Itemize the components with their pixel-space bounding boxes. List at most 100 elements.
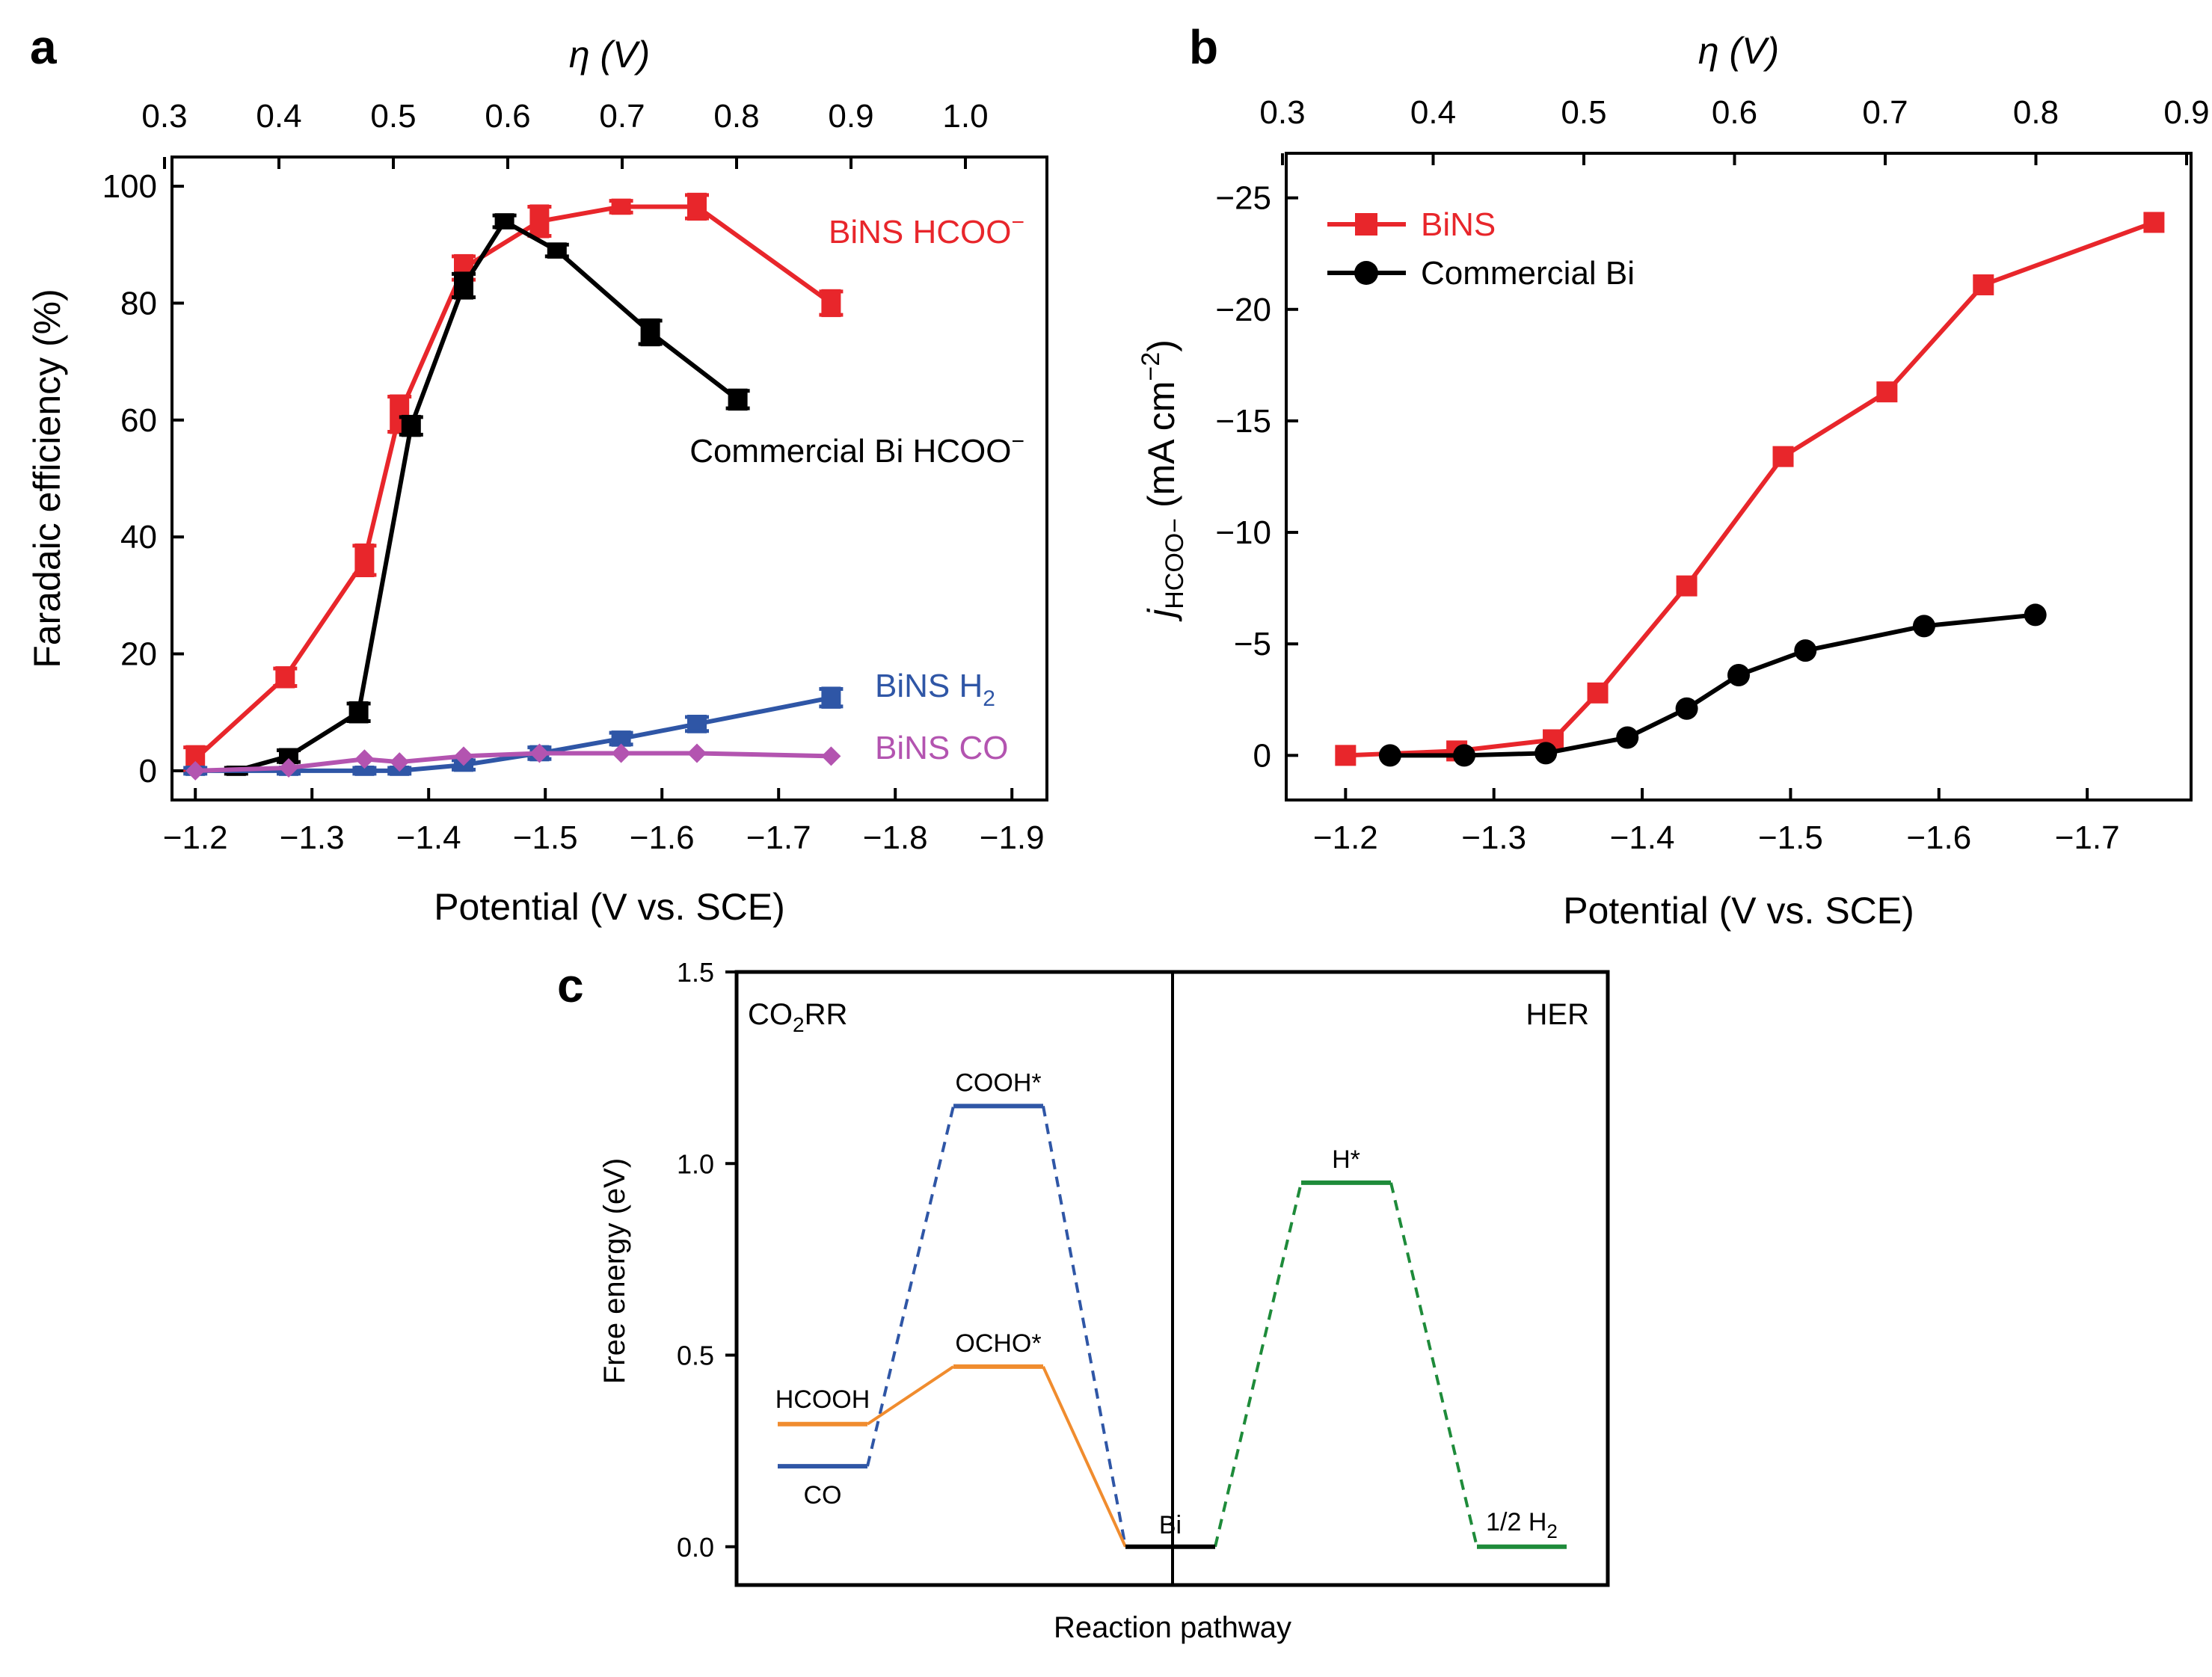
x-tick-label-a: −1.7 [746, 819, 811, 856]
data-point-commercial-bi [2024, 603, 2047, 627]
level-label-ocho: OCHO* [955, 1329, 1041, 1358]
x-tick-label-b: −1.5 [1758, 819, 1823, 856]
data-point-bins [1772, 446, 1794, 467]
legend-label-bins: BiNS [1421, 206, 1496, 243]
series-line-commercial-bi [1389, 612, 2036, 758]
x-tick-label-a: −1.6 [630, 819, 695, 856]
x-tick-label-a: −1.4 [396, 819, 461, 856]
data-point-bins [1587, 682, 1609, 704]
panel-label-b: b [1189, 20, 1218, 74]
panel-label-a: a [30, 20, 57, 74]
y-axis-ticks-a: 0 20 40 60 80 100 [102, 168, 184, 790]
y-axis-label-c: Free energy (eV) [598, 1158, 631, 1384]
series-group-b [1335, 212, 2165, 767]
y-label-b-sup: −2 [1137, 352, 1165, 381]
pathway-ocho-to-bi [1042, 1366, 1127, 1548]
level-label-text-hcooh: HCOOH [775, 1385, 870, 1414]
data-point-commercial-bi [1616, 726, 1639, 749]
level-label-cooh: COOH* [955, 1068, 1041, 1097]
x-tick-label-a: −1.5 [513, 819, 578, 856]
y-axis-ticks-b: 0 −5 −10 −15 −20 −25 [1215, 180, 1298, 774]
section-co2rr-co: CO [748, 998, 793, 1031]
x-tick-label-b: −1.4 [1610, 819, 1675, 856]
y-tick-label-c: 1.5 [677, 957, 714, 988]
panel-a: a −1.2 −1.3 −1.4 −1.5 −1.6 −1.7 −1.8 −1.9 0.3 0.… [26, 20, 1048, 928]
level-label-bi: Bi [1159, 1511, 1182, 1539]
section-label-her: HER [1526, 998, 1589, 1031]
level-label-text-cooh: COOH* [955, 1068, 1041, 1097]
data-point-commercial-bi [1378, 744, 1401, 767]
label-bins-co: BiNS CO [875, 730, 1008, 766]
y-tick-label-b: −10 [1215, 514, 1271, 551]
data-point-commercial-bi [1534, 742, 1558, 765]
data-point-bins-co [454, 746, 473, 766]
panel-b: b −1.2 −1.3 −1.4 −1.5 −1.6 −1.7 0.3 0.4 0.5 0.6 0… [1137, 20, 2210, 932]
x-tick-label-a: −1.3 [280, 819, 345, 856]
y-tick-label-a: 20 [120, 636, 157, 673]
y-axis-label-b: jHCOO− (mA cm−2) [1137, 339, 1189, 622]
data-point-bins-co [611, 743, 631, 763]
x-tick-label-b: −1.3 [1461, 819, 1526, 856]
y-label-b-sub: HCOO− [1161, 518, 1189, 609]
data-point-commercial-bi [1794, 639, 1817, 662]
y-tick-label-b: −5 [1234, 626, 1271, 662]
y-tick-label-a: 80 [120, 285, 157, 321]
top-tick-label-a: 0.8 [713, 98, 759, 135]
data-point-bins-co [279, 758, 298, 778]
top-tick-label-b: 0.3 [1259, 94, 1305, 131]
legend-b: BiNS Commercial Bi [1327, 206, 1635, 292]
x-axis-ticks-a: −1.2 −1.3 −1.4 −1.5 −1.6 −1.7 −1.8 −1.9 [163, 788, 1045, 856]
level-label-sub-1-2-h2: 2 [1546, 1520, 1557, 1542]
series-line-commercial-bi-hcoo [235, 219, 740, 773]
y-axis-label-a: Faradaic efficiency (%) [26, 289, 68, 668]
level-label-text-bi: Bi [1159, 1511, 1182, 1539]
section-label-co2rr: CO2RR [748, 998, 847, 1036]
level-label-co: CO [804, 1481, 842, 1510]
data-point-commercial-bi [1727, 663, 1750, 686]
y-tick-label-a: 0 [139, 753, 157, 790]
data-point-commercial-bi [1675, 697, 1698, 720]
y-tick-label-b: −25 [1215, 180, 1271, 217]
top-tick-label-a: 0.7 [599, 98, 645, 135]
section-co2rr-sub: 2 [793, 1013, 805, 1036]
data-point-bins-co [821, 746, 841, 766]
y-label-b-unit: (mA cm [1140, 381, 1182, 518]
label-bins-hcoo-text: BiNS HCOO [829, 214, 1011, 250]
top-tick-label-b: 0.9 [2163, 94, 2209, 131]
top-tick-label-a: 0.9 [828, 98, 873, 135]
top-tick-label-a: 1.0 [942, 98, 988, 135]
y-tick-label-a: 40 [120, 519, 157, 556]
top-tick-label-a: 0.3 [141, 98, 187, 135]
data-point-commercial-bi [1912, 615, 1935, 638]
energy-pathways [866, 1105, 1478, 1548]
data-point-bins-hcoo [529, 204, 550, 239]
label-bins-h2: BiNS H2 [875, 668, 995, 711]
x-tick-label-a: −1.8 [863, 819, 928, 856]
section-co2rr-rr: RR [805, 998, 848, 1031]
data-point-bins [1676, 575, 1698, 597]
level-label-h: H* [1332, 1145, 1360, 1174]
top-axis-label-a: η (V) [569, 34, 650, 76]
level-label-text-1-2-h2: 1/2 H [1486, 1508, 1546, 1536]
top-tick-label-b: 0.5 [1561, 94, 1606, 131]
x-tick-label-b: −1.7 [2055, 819, 2120, 856]
top-tick-label-b: 0.7 [1862, 94, 1908, 131]
pathway-h-to-1-2-h2 [1389, 1182, 1478, 1548]
data-point-bins-hcoo [354, 543, 375, 577]
y-tick-label-b: 0 [1253, 737, 1271, 774]
y-tick-label-a: 100 [102, 168, 157, 205]
level-label-text-ocho: OCHO* [955, 1329, 1041, 1358]
level-label-text-h: H* [1332, 1145, 1360, 1174]
y-tick-label-c: 0.5 [677, 1341, 714, 1371]
label-commercial-bi-hcoo-text: Commercial Bi HCOO [689, 433, 1011, 470]
data-point-bins [1973, 274, 1994, 295]
pathway-co-to-cooh [866, 1105, 955, 1467]
level-label-hcooh: HCOOH [775, 1385, 870, 1414]
plot-frame-a [170, 156, 1048, 801]
top-tick-label-a: 0.6 [485, 98, 530, 135]
energy-levels [778, 1104, 1567, 1549]
label-commercial-bi-hcoo-sup: − [1011, 429, 1024, 454]
legend-marker-commercial-bi [1354, 261, 1378, 285]
label-bins-h2-text: BiNS H [875, 668, 983, 704]
y-tick-label-c: 0.0 [677, 1532, 714, 1563]
